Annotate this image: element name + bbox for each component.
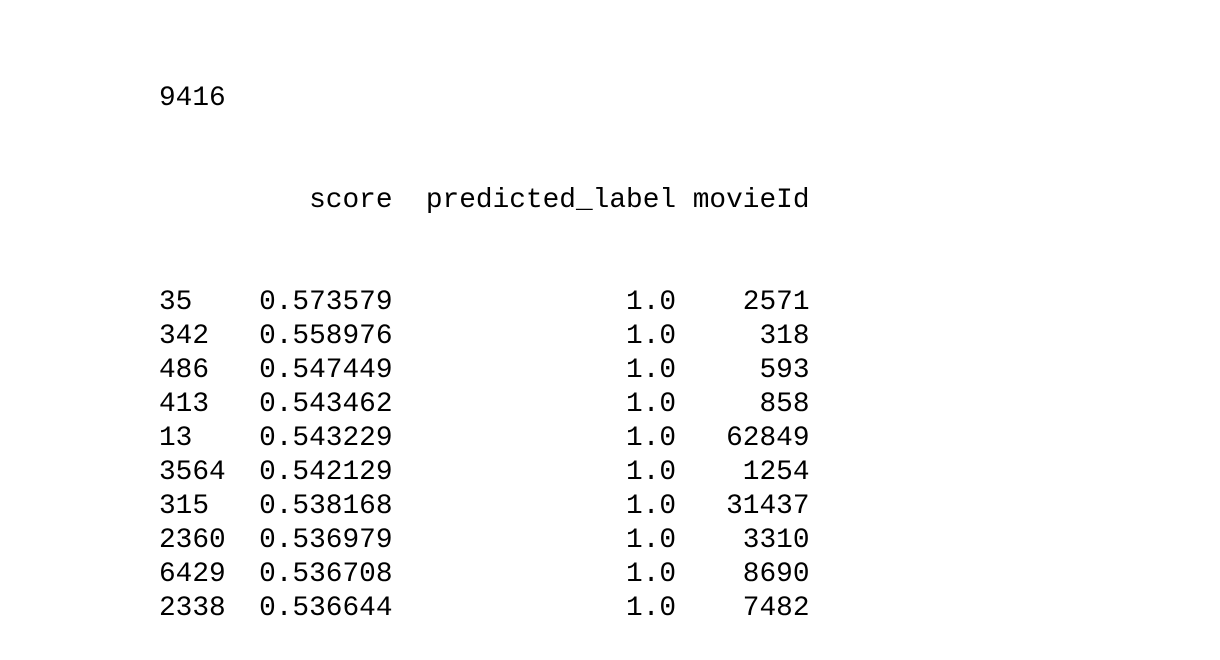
score-cell: 0.536979 (259, 525, 393, 556)
table-row: 13 0.543229 1.0 62849 (159, 422, 810, 456)
table-row: 315 0.538168 1.0 31437 (159, 490, 810, 524)
score-cell: 0.547449 (259, 355, 393, 386)
table-row: 35 0.573579 1.0 2571 (159, 286, 810, 320)
predicted-label-cell: 1.0 (626, 525, 677, 556)
table-row: 3564 0.542129 1.0 1254 (159, 456, 810, 490)
table-row: 342 0.558976 1.0 318 (159, 320, 810, 354)
column-header-predicted-label: predicted_label (425, 185, 677, 216)
score-cell: 0.543462 (259, 389, 393, 420)
row-index: 6429 (159, 559, 226, 590)
row-index: 2338 (159, 593, 226, 624)
table-row: 413 0.543462 1.0 858 (159, 388, 810, 422)
table-row: 6429 0.536708 1.0 8690 (159, 558, 810, 592)
predicted-label-cell: 1.0 (626, 559, 677, 590)
score-cell: 0.538168 (259, 491, 393, 522)
row-index: 315 (159, 491, 210, 522)
predicted-label-cell: 1.0 (626, 321, 677, 352)
row-index: 35 (159, 287, 193, 318)
count-value: 9416 (159, 83, 226, 114)
table-row: 486 0.547449 1.0 593 (159, 354, 810, 388)
movieid-cell: 318 (759, 321, 810, 352)
movieid-cell: 62849 (726, 423, 810, 454)
row-index: 486 (159, 355, 210, 386)
column-header-score: score (309, 185, 393, 216)
movieid-cell: 31437 (726, 491, 810, 522)
column-header-movieid: movieId (692, 185, 810, 216)
table-row: 2360 0.536979 1.0 3310 (159, 524, 810, 558)
predicted-label-cell: 1.0 (626, 457, 677, 488)
row-index: 2360 (159, 525, 226, 556)
predicted-label-cell: 1.0 (626, 593, 677, 624)
score-cell: 0.573579 (259, 287, 393, 318)
predicted-label-cell: 1.0 (626, 355, 677, 386)
movieid-cell: 858 (759, 389, 810, 420)
row-index: 342 (159, 321, 210, 352)
index-header (159, 184, 226, 218)
predicted-label-cell: 1.0 (626, 423, 677, 454)
movieid-cell: 593 (759, 355, 810, 386)
score-cell: 0.542129 (259, 457, 393, 488)
movieid-cell: 2571 (742, 287, 810, 318)
score-cell: 0.536708 (259, 559, 393, 590)
score-cell: 0.543229 (259, 423, 393, 454)
table-row: 2338 0.536644 1.0 7482 (159, 592, 810, 626)
predicted-label-cell: 1.0 (626, 287, 677, 318)
predicted-label-cell: 1.0 (626, 491, 677, 522)
score-cell: 0.536644 (259, 593, 393, 624)
table-header: score predicted_label movieId (159, 184, 810, 218)
movieid-cell: 8690 (742, 559, 810, 590)
movieid-cell: 3310 (742, 525, 810, 556)
row-index: 413 (159, 389, 210, 420)
cell-output: 9416 score predicted_label movieId 35 0.5… (159, 14, 810, 660)
row-index: 3564 (159, 457, 226, 488)
table-body: 35 0.573579 1.0 2571 342 0.558976 1.0 318 486 0.5… (159, 286, 810, 626)
row-index: 13 (159, 423, 193, 454)
movieid-cell: 7482 (742, 593, 810, 624)
count-line: 9416 (159, 82, 810, 116)
movieid-cell: 1254 (742, 457, 810, 488)
score-cell: 0.558976 (259, 321, 393, 352)
predicted-label-cell: 1.0 (626, 389, 677, 420)
